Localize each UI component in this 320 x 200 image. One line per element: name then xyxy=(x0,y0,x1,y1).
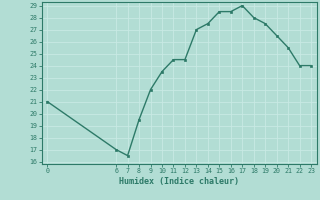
X-axis label: Humidex (Indice chaleur): Humidex (Indice chaleur) xyxy=(119,177,239,186)
